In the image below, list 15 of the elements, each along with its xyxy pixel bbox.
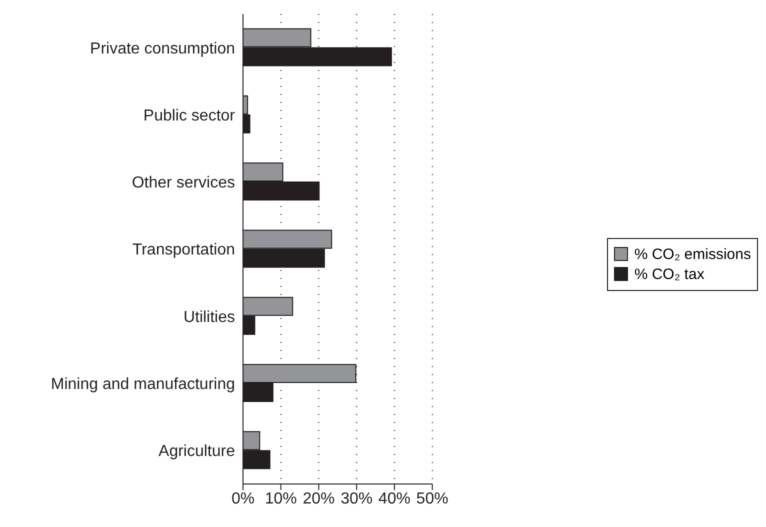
legend-label: % CO₂ tax [634,266,704,282]
legend-label: % CO₂ emissions [634,246,751,262]
y-tick-label: Mining and manufacturing [50,376,235,393]
x-tick-label: 30% [340,490,373,508]
y-tick-label: Transportation [132,242,235,259]
y-tick-label: Private consumption [90,40,235,58]
y-tick-label: Utilities [183,308,235,326]
y-tick-label: Other services [132,174,235,192]
x-tick-label: 0% [231,490,255,508]
x-tick-label: 40% [378,490,410,508]
x-tick-label: 20% [302,490,335,508]
y-tick-label: Public sector [143,107,236,124]
y-tick-label: Agriculture [158,443,236,460]
x-tick-label: 50% [416,490,448,508]
x-tick-label: 10% [264,490,297,508]
